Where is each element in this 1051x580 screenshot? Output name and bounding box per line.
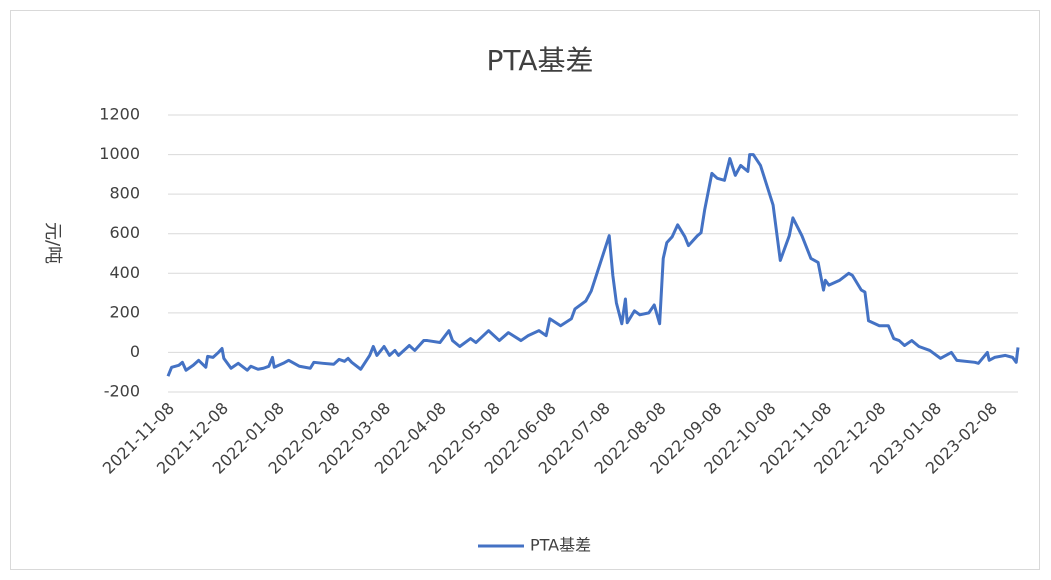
chart-title: PTA基差 — [487, 44, 594, 77]
y-tick-label: 200 — [109, 302, 140, 321]
y-axis-label: 元/吨 — [42, 222, 63, 264]
data-line — [166, 153, 1020, 377]
y-tick-label: 1000 — [99, 144, 140, 163]
y-tick-label: 800 — [109, 184, 140, 203]
legend-label: PTA基差 — [530, 536, 591, 555]
y-tick-label: -200 — [104, 382, 140, 401]
y-tick-label: 1200 — [99, 105, 140, 124]
y-tick-label: 400 — [109, 263, 140, 282]
y-tick-label: 600 — [109, 223, 140, 242]
y-tick-label: 0 — [130, 342, 140, 361]
chart-frame — [10, 10, 1040, 570]
